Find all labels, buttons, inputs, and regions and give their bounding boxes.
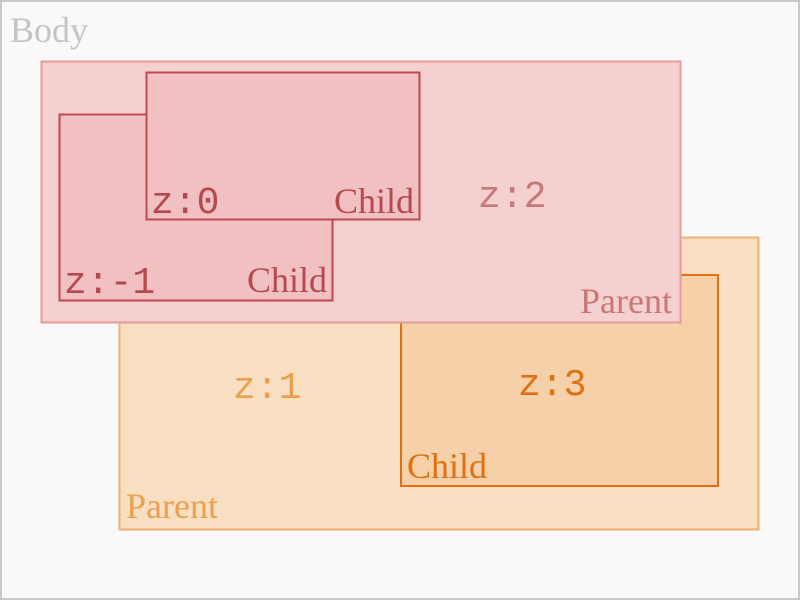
child-label: Child — [247, 260, 327, 300]
body-label: Body — [10, 10, 88, 50]
z-label: z:2 — [478, 176, 546, 219]
z-label: z:-1 — [64, 262, 155, 305]
child-label: Child — [407, 446, 487, 486]
child-label: Child — [334, 181, 414, 221]
child-box — [145, 71, 421, 221]
z-label: z:3 — [518, 364, 586, 407]
parent-label: Parent — [126, 486, 218, 526]
z-label: z:0 — [151, 182, 219, 225]
parent-label: Parent — [580, 281, 672, 321]
z-label: z:1 — [233, 367, 301, 410]
